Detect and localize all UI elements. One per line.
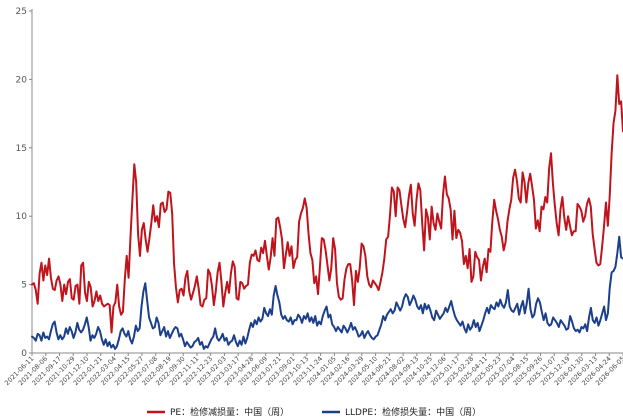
legend-label-lldpe: LLDPE：检修损失量：中国（周） bbox=[345, 406, 481, 418]
legend: PE：检修减损量：中国（周） LLDPE：检修损失量：中国（周） bbox=[147, 406, 481, 418]
x-axis: 2021-06-112021-08-062021-09-172021-10-29… bbox=[3, 352, 623, 387]
series-layer bbox=[31, 74, 623, 350]
y-axis: 0 5 10 15 20 25 bbox=[16, 7, 33, 359]
y-tick-label: 25 bbox=[16, 7, 27, 17]
series-line-pe bbox=[31, 74, 623, 334]
y-tick-label: 5 bbox=[21, 281, 27, 291]
y-tick-label: 0 bbox=[21, 349, 27, 359]
y-tick-label: 15 bbox=[16, 144, 27, 154]
series-line-lldpe bbox=[31, 235, 623, 350]
legend-label-pe: PE：检修减损量：中国（周） bbox=[170, 406, 289, 418]
y-tick-label: 20 bbox=[16, 75, 28, 85]
y-tick-label: 10 bbox=[16, 212, 28, 222]
